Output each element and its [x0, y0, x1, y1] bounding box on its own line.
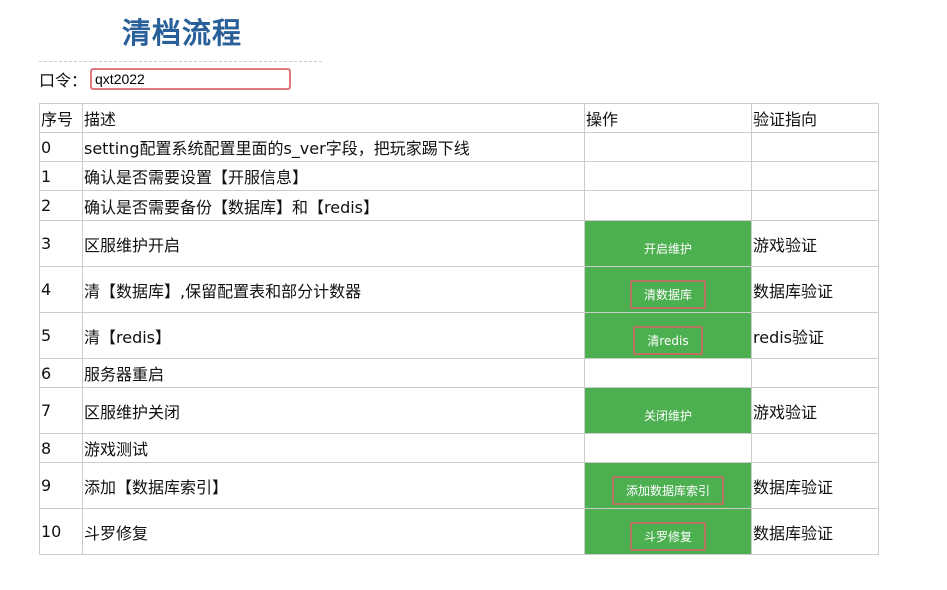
row-no: 6 [39, 358, 83, 388]
row-action [584, 358, 752, 388]
row-verify: 数据库验证 [751, 508, 879, 555]
password-row: 口令： [39, 67, 292, 91]
action-button[interactable]: 清redis [633, 326, 703, 355]
row-action [584, 190, 752, 221]
row-action: 清redis [584, 312, 752, 359]
row-action [584, 132, 752, 162]
table-row: 2 确认是否需要备份【数据库】和【redis】 [39, 190, 879, 221]
row-no: 2 [39, 190, 83, 221]
header-desc: 描述 [82, 103, 585, 133]
row-action: 开启维护 [584, 220, 752, 267]
row-desc: setting配置系统配置里面的s_ver字段，把玩家踢下线 [82, 132, 585, 162]
row-verify: 数据库验证 [751, 462, 879, 509]
table-row: 3 区服维护开启 开启维护 游戏验证 [39, 220, 879, 267]
row-verify: 游戏验证 [751, 387, 879, 434]
table-row: 10 斗罗修复 斗罗修复 数据库验证 [39, 508, 879, 555]
row-verify: 游戏验证 [751, 220, 879, 267]
row-desc: 区服维护开启 [82, 220, 585, 267]
row-desc: 添加【数据库索引】 [82, 462, 585, 509]
row-no: 3 [39, 220, 83, 267]
action-button[interactable]: 斗罗修复 [629, 522, 706, 551]
table-row: 5 清【redis】 清redis redis验证 [39, 312, 879, 359]
row-verify [751, 132, 879, 162]
divider [39, 61, 322, 62]
password-input[interactable] [90, 68, 292, 90]
row-action: 添加数据库索引 [584, 462, 752, 509]
password-label: 口令： [39, 71, 88, 90]
row-no: 10 [39, 508, 83, 555]
row-verify [751, 358, 879, 388]
row-no: 9 [39, 462, 83, 509]
row-no: 0 [39, 132, 83, 162]
header-action: 操作 [584, 103, 752, 133]
table-row: 0 setting配置系统配置里面的s_ver字段，把玩家踢下线 [39, 132, 879, 162]
row-desc: 区服维护关闭 [82, 387, 585, 434]
row-desc: 确认是否需要备份【数据库】和【redis】 [82, 190, 585, 221]
row-action: 清数据库 [584, 266, 752, 313]
row-action [584, 433, 752, 463]
table-row: 6 服务器重启 [39, 358, 879, 388]
row-action: 关闭维护 [584, 387, 752, 434]
row-desc: 清【redis】 [82, 312, 585, 359]
process-table: 序号 描述 操作 验证指向 0 setting配置系统配置里面的s_ver字段，把… [39, 103, 879, 555]
row-no: 1 [39, 161, 83, 191]
row-desc: 清【数据库】,保留配置表和部分计数器 [82, 266, 585, 313]
row-no: 8 [39, 433, 83, 463]
header-no: 序号 [39, 103, 83, 133]
table-row: 4 清【数据库】,保留配置表和部分计数器 清数据库 数据库验证 [39, 266, 879, 313]
row-verify [751, 161, 879, 191]
row-verify [751, 433, 879, 463]
row-verify: 数据库验证 [751, 266, 879, 313]
row-desc: 确认是否需要设置【开服信息】 [82, 161, 585, 191]
row-desc: 游戏测试 [82, 433, 585, 463]
action-button[interactable]: 开启维护 [643, 242, 692, 256]
action-button[interactable]: 关闭维护 [643, 409, 692, 423]
row-no: 4 [39, 266, 83, 313]
page-title: 清档流程 [122, 16, 243, 50]
header-verify: 验证指向 [751, 103, 879, 133]
table-row: 8 游戏测试 [39, 433, 879, 463]
table-header-row: 序号 描述 操作 验证指向 [39, 103, 879, 133]
row-verify [751, 190, 879, 221]
row-no: 7 [39, 387, 83, 434]
action-button[interactable]: 清数据库 [629, 280, 706, 309]
row-no: 5 [39, 312, 83, 359]
action-button[interactable]: 添加数据库索引 [611, 476, 724, 505]
row-desc: 斗罗修复 [82, 508, 585, 555]
row-action [584, 161, 752, 191]
row-action: 斗罗修复 [584, 508, 752, 555]
row-desc: 服务器重启 [82, 358, 585, 388]
table-row: 7 区服维护关闭 关闭维护 游戏验证 [39, 387, 879, 434]
row-verify: redis验证 [751, 312, 879, 359]
table-row: 1 确认是否需要设置【开服信息】 [39, 161, 879, 191]
table-row: 9 添加【数据库索引】 添加数据库索引 数据库验证 [39, 462, 879, 509]
